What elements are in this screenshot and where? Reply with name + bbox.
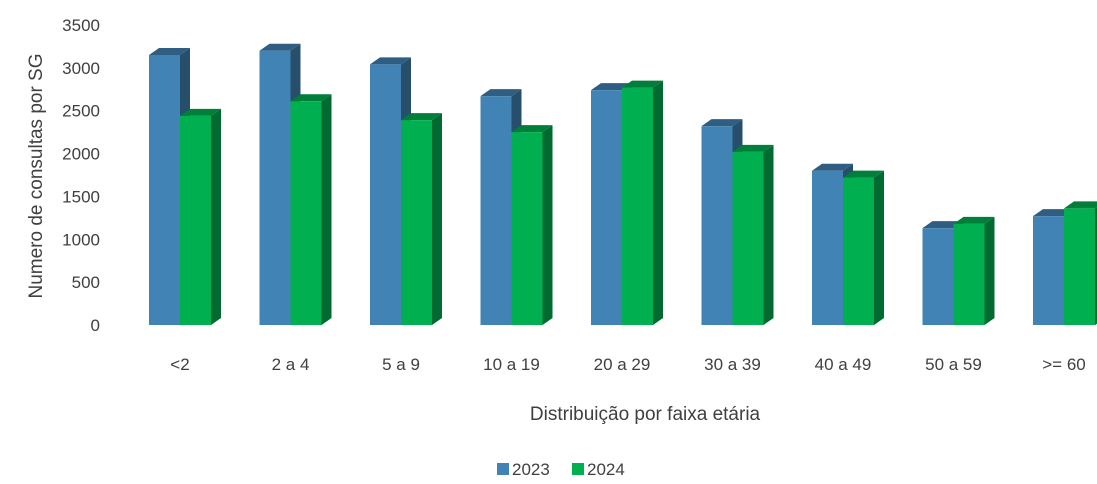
x-tick-label: 40 a 49 bbox=[815, 355, 872, 374]
bar-side bbox=[763, 144, 774, 325]
x-tick-label: 10 a 19 bbox=[483, 355, 540, 374]
y-tick-label: 3500 bbox=[62, 16, 100, 35]
legend: 2023 2024 bbox=[497, 460, 625, 479]
legend-label: 2023 bbox=[512, 460, 550, 479]
x-tick-label: 50 a 59 bbox=[925, 355, 982, 374]
bar-2024-7 bbox=[953, 216, 995, 325]
bar-top bbox=[401, 113, 442, 121]
bar-side bbox=[874, 170, 884, 325]
bars-group bbox=[149, 43, 1097, 326]
x-tick-label: 2 a 4 bbox=[272, 355, 310, 374]
bar-front bbox=[149, 55, 180, 325]
y-tick-label: 2500 bbox=[62, 102, 100, 121]
x-tick-label: 30 a 39 bbox=[704, 355, 761, 374]
y-tick-label: 3000 bbox=[62, 59, 100, 78]
x-axis-ticks: <2 2 a 4 5 a 9 10 a 19 20 a 29 30 a 39 40 a 49… bbox=[170, 355, 1085, 374]
bar-top bbox=[812, 163, 853, 171]
bar-top bbox=[701, 119, 743, 127]
legend-swatch bbox=[572, 463, 584, 475]
bar-2024-6 bbox=[843, 170, 884, 325]
bar-top bbox=[591, 83, 632, 91]
bar-front bbox=[843, 177, 874, 325]
bar-2024-0 bbox=[180, 108, 221, 325]
bar-2024-3 bbox=[511, 125, 553, 326]
bar-side bbox=[984, 216, 995, 325]
bar-top bbox=[480, 89, 522, 97]
bar-2024-4 bbox=[622, 80, 663, 325]
y-axis-title: Numero de consultas por SG bbox=[26, 53, 47, 298]
y-tick-label: 1500 bbox=[62, 187, 100, 206]
y-axis-ticks: 0 500 1000 1500 2000 2500 3000 3500 bbox=[62, 16, 100, 335]
y-tick-label: 500 bbox=[72, 273, 100, 292]
bar-front bbox=[290, 101, 322, 326]
bar-front bbox=[591, 90, 622, 326]
bar-side bbox=[432, 113, 442, 326]
bar-front bbox=[812, 170, 843, 325]
x-tick-label: >= 60 bbox=[1042, 355, 1086, 374]
bar-top bbox=[370, 57, 411, 65]
bar-front bbox=[259, 50, 291, 325]
bar-top bbox=[1033, 209, 1074, 217]
bar-top bbox=[1064, 201, 1097, 209]
y-tick-label: 0 bbox=[91, 316, 100, 335]
bar-top bbox=[622, 80, 663, 88]
bar-front bbox=[732, 151, 764, 325]
bar-side bbox=[542, 125, 553, 326]
bar-front bbox=[1064, 208, 1095, 325]
x-tick-label: <2 bbox=[170, 355, 189, 374]
bar-front bbox=[1033, 216, 1064, 325]
bar-front bbox=[953, 223, 985, 325]
bar-2024-1 bbox=[290, 94, 332, 326]
bar-front bbox=[180, 115, 211, 325]
bar-top bbox=[953, 216, 995, 224]
bar-top bbox=[922, 221, 964, 229]
bar-top bbox=[843, 170, 884, 178]
bar-side bbox=[211, 108, 221, 325]
y-tick-label: 2000 bbox=[62, 145, 100, 164]
x-tick-label: 20 a 29 bbox=[594, 355, 651, 374]
bar-top bbox=[180, 108, 221, 116]
bar-front bbox=[370, 64, 401, 325]
bar-front bbox=[401, 120, 432, 326]
legend-swatch bbox=[497, 463, 509, 475]
bar-front bbox=[480, 96, 512, 326]
bar-top bbox=[290, 94, 332, 102]
bar-front bbox=[701, 126, 733, 326]
legend-label: 2024 bbox=[587, 460, 625, 479]
bar-top bbox=[732, 144, 774, 152]
x-tick-label: 5 a 9 bbox=[382, 355, 420, 374]
bar-top bbox=[259, 43, 301, 51]
x-axis-title: Distribuição por faixa etária bbox=[530, 404, 761, 425]
bar-front bbox=[622, 87, 653, 325]
bar-top bbox=[149, 48, 190, 55]
bar-front bbox=[511, 132, 543, 325]
bar-2024-8 bbox=[1064, 201, 1097, 325]
y-tick-label: 1000 bbox=[62, 230, 100, 249]
bar-2024-2 bbox=[401, 113, 442, 326]
bar-side bbox=[653, 80, 663, 325]
bar-front bbox=[922, 228, 954, 325]
bar-side bbox=[321, 94, 332, 326]
bar-2024-5 bbox=[732, 144, 774, 325]
bar-top bbox=[511, 125, 553, 133]
